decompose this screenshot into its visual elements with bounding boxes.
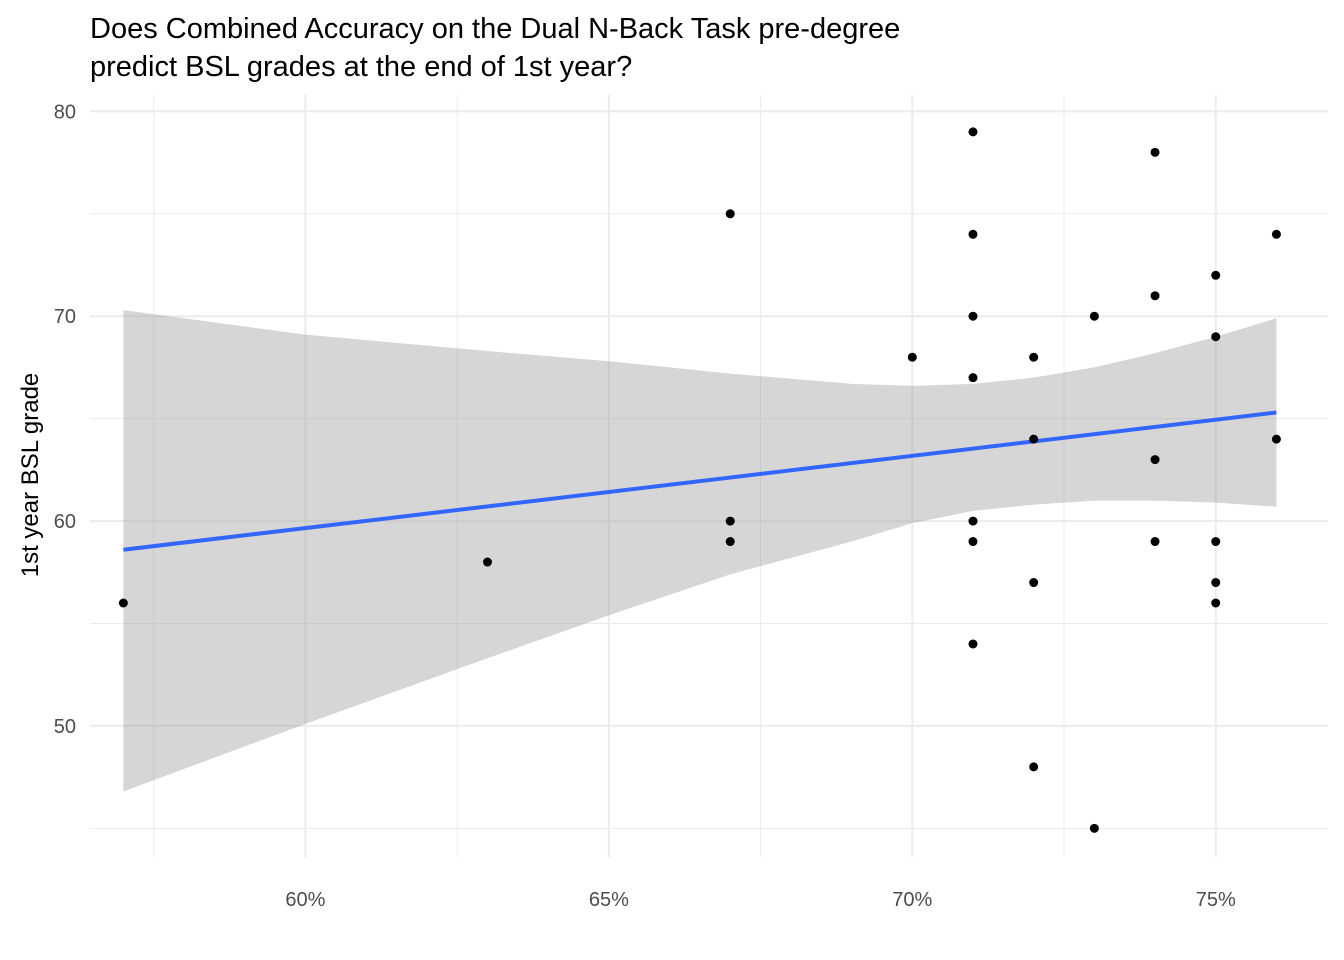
data-point (1211, 332, 1221, 342)
data-point (725, 537, 735, 547)
data-point (482, 557, 492, 567)
data-point (968, 373, 978, 383)
y-axis-tick-labels: 50 60 70 80 (54, 101, 76, 738)
data-point (1029, 578, 1039, 588)
data-point (118, 598, 128, 608)
data-point (1211, 598, 1221, 608)
x-axis-tick-labels: 60% 65% 70% 75% (285, 889, 1236, 911)
data-point (968, 229, 978, 239)
regression-line (123, 410, 1277, 552)
major-gridlines (90, 95, 1328, 857)
confidence-band (123, 310, 1277, 792)
y-tick-label: 70 (54, 306, 76, 328)
data-point (968, 311, 978, 321)
x-tick-label: 70% (892, 889, 932, 911)
data-point (1150, 537, 1160, 547)
minor-gridlines (90, 95, 1328, 857)
data-point (1150, 147, 1160, 157)
data-point (1089, 823, 1099, 833)
data-point (1271, 229, 1281, 239)
data-point (1029, 434, 1039, 444)
data-points (118, 127, 1281, 833)
data-point (1211, 270, 1221, 280)
data-point (1089, 311, 1099, 321)
data-point (968, 127, 978, 137)
y-tick-label: 60 (54, 511, 76, 533)
y-tick-label: 80 (54, 101, 76, 123)
data-point (968, 516, 978, 526)
data-point (907, 352, 917, 362)
x-tick-label: 60% (285, 889, 325, 911)
data-point (968, 537, 978, 547)
data-point (725, 209, 735, 219)
data-point (1211, 578, 1221, 588)
y-tick-label: 50 (54, 716, 76, 738)
data-point (1029, 762, 1039, 772)
x-tick-label: 75% (1196, 889, 1236, 911)
chart-title: Does Combined Accuracy on the Dual N-Bac… (90, 13, 901, 83)
data-point (1029, 352, 1039, 362)
x-tick-label: 65% (589, 889, 629, 911)
y-axis-title: 1st year BSL grade (17, 373, 44, 578)
data-point (968, 639, 978, 649)
data-point (725, 516, 735, 526)
data-point (1150, 455, 1160, 465)
data-point (1150, 291, 1160, 301)
data-point (1211, 537, 1221, 547)
data-point (1271, 434, 1281, 444)
